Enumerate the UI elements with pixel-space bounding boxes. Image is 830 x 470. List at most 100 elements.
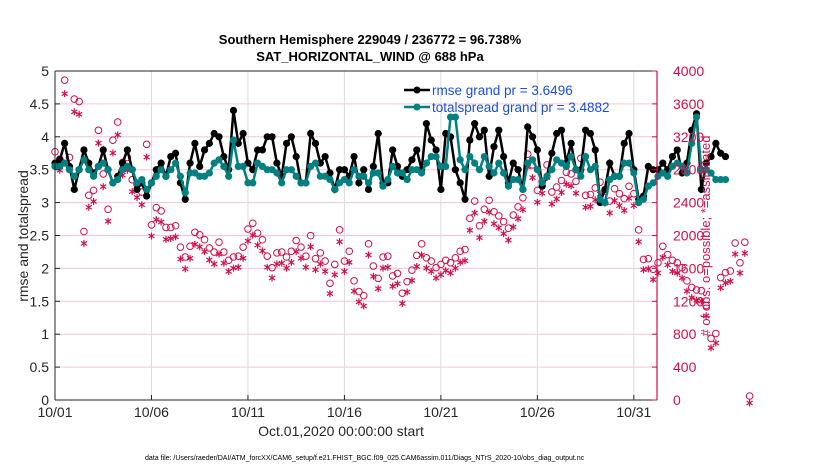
- totalspread-point: [451, 113, 459, 121]
- totalspread-point: [379, 182, 387, 190]
- assimilated-obs-marker: [664, 261, 671, 269]
- totalspread-point: [456, 156, 464, 164]
- rmse-point: [408, 156, 416, 164]
- assimilated-obs-marker: [302, 263, 310, 271]
- rmse-point: [437, 185, 445, 194]
- assimilated-obs-marker: [374, 285, 382, 293]
- rmse-point: [171, 149, 180, 157]
- assimilated-obs-marker: [461, 257, 469, 265]
- possible-obs-marker: [80, 227, 88, 236]
- totalspread-point: [171, 159, 180, 167]
- possible-obs-marker: [292, 236, 300, 245]
- rmse-point: [606, 159, 614, 167]
- totalspread-point: [128, 166, 136, 174]
- possible-obs-marker: [485, 196, 493, 205]
- y-tick-label: 4: [41, 129, 49, 145]
- totalspread-point: [678, 162, 686, 171]
- possible-obs-marker: [369, 262, 378, 270]
- rmse-point: [181, 195, 189, 203]
- totalspread-point: [75, 166, 83, 174]
- rmse-point: [495, 126, 503, 134]
- rmse-point: [268, 133, 276, 141]
- possible-obs-marker: [142, 140, 151, 149]
- possible-obs-marker: [654, 258, 662, 267]
- possible-obs-marker: [162, 223, 170, 232]
- assimilated-obs-marker: [408, 276, 416, 284]
- totalspread-point: [721, 175, 730, 184]
- totalspread-point: [683, 169, 691, 177]
- rmse-point: [673, 146, 681, 154]
- totalspread-point: [384, 175, 392, 184]
- assimilated-obs-marker: [167, 235, 175, 242]
- possible-obs-marker: [417, 240, 426, 248]
- possible-obs-marker: [702, 301, 711, 310]
- assimilated-obs-marker: [220, 259, 228, 267]
- totalspread-point: [162, 172, 170, 180]
- totalspread-point: [504, 182, 513, 190]
- assimilated-obs-marker: [210, 260, 218, 268]
- assimilated-obs-marker: [326, 290, 334, 298]
- x-tick-label: 10/11: [231, 404, 265, 420]
- assimilated-obs-marker: [683, 287, 691, 295]
- assimilated-obs-marker: [99, 183, 107, 191]
- totalspread-point: [403, 175, 411, 184]
- possible-obs-marker: [364, 240, 373, 248]
- totalspread-point: [466, 152, 474, 161]
- totalspread-point: [471, 159, 479, 167]
- y-tick-label-right: 4000: [673, 63, 704, 79]
- possible-obs-marker: [533, 186, 542, 195]
- rmse-point: [721, 152, 730, 161]
- possible-obs-marker: [316, 249, 325, 257]
- assimilated-obs-marker: [191, 240, 199, 248]
- totalspread-point: [398, 169, 406, 177]
- totalspread-point: [273, 169, 281, 177]
- rmse-point: [215, 133, 223, 141]
- assimilated-obs-marker: [249, 231, 257, 239]
- totalspread-point: [490, 169, 498, 177]
- possible-obs-marker: [263, 252, 272, 260]
- rmse-point: [702, 159, 710, 167]
- assimilated-obs-marker: [635, 238, 643, 246]
- possible-obs-marker: [519, 193, 527, 202]
- assimilated-obs-marker: [726, 277, 734, 285]
- possible-obs-marker: [581, 191, 590, 200]
- possible-obs-marker: [745, 392, 754, 400]
- x-axis-label: Oct.01,2020 00:00:00 start: [258, 423, 424, 439]
- possible-obs-marker: [345, 247, 354, 256]
- totalspread-point: [577, 172, 585, 180]
- rmse-point: [364, 185, 373, 194]
- totalspread-point: [89, 172, 98, 180]
- possible-obs-marker: [157, 207, 165, 215]
- possible-obs-marker: [302, 252, 310, 260]
- possible-obs-marker: [75, 97, 83, 106]
- possible-obs-marker: [692, 286, 701, 294]
- possible-obs-marker: [200, 235, 209, 244]
- possible-obs-marker: [109, 136, 117, 145]
- possible-obs-marker: [321, 257, 329, 265]
- possible-obs-marker: [191, 228, 199, 237]
- totalspread-point: [220, 162, 228, 171]
- rmse-point: [456, 179, 464, 187]
- rmse-point: [427, 136, 435, 144]
- assimilated-obs-marker: [678, 274, 686, 282]
- y-tick-label-right: 0: [673, 392, 681, 408]
- y-tick-label: 5: [41, 63, 49, 79]
- possible-obs-marker: [441, 256, 450, 265]
- possible-obs-marker: [186, 242, 194, 251]
- rmse-point: [461, 195, 469, 203]
- rmse-point: [282, 139, 291, 147]
- rmse-point: [350, 152, 358, 161]
- totalspread-point: [181, 189, 189, 197]
- assimilated-obs-marker: [476, 234, 483, 242]
- rmse-point: [340, 166, 349, 174]
- possible-obs-marker: [239, 243, 247, 251]
- assimilated-obs-marker: [239, 254, 247, 262]
- axes: 0 0.5 1 1.5 2 2.5 3 3.5 4 4.5 5 0 400 800 1200 1600 2000…: [30, 63, 705, 420]
- rmse-point: [191, 139, 199, 147]
- assimilated-obs-marker: [201, 248, 208, 256]
- totalspread-point: [239, 162, 247, 171]
- possible-obs-marker: [494, 212, 503, 220]
- y-tick-label: 3: [41, 195, 49, 211]
- totalspread-point: [114, 175, 122, 184]
- possible-obs-marker: [480, 205, 489, 214]
